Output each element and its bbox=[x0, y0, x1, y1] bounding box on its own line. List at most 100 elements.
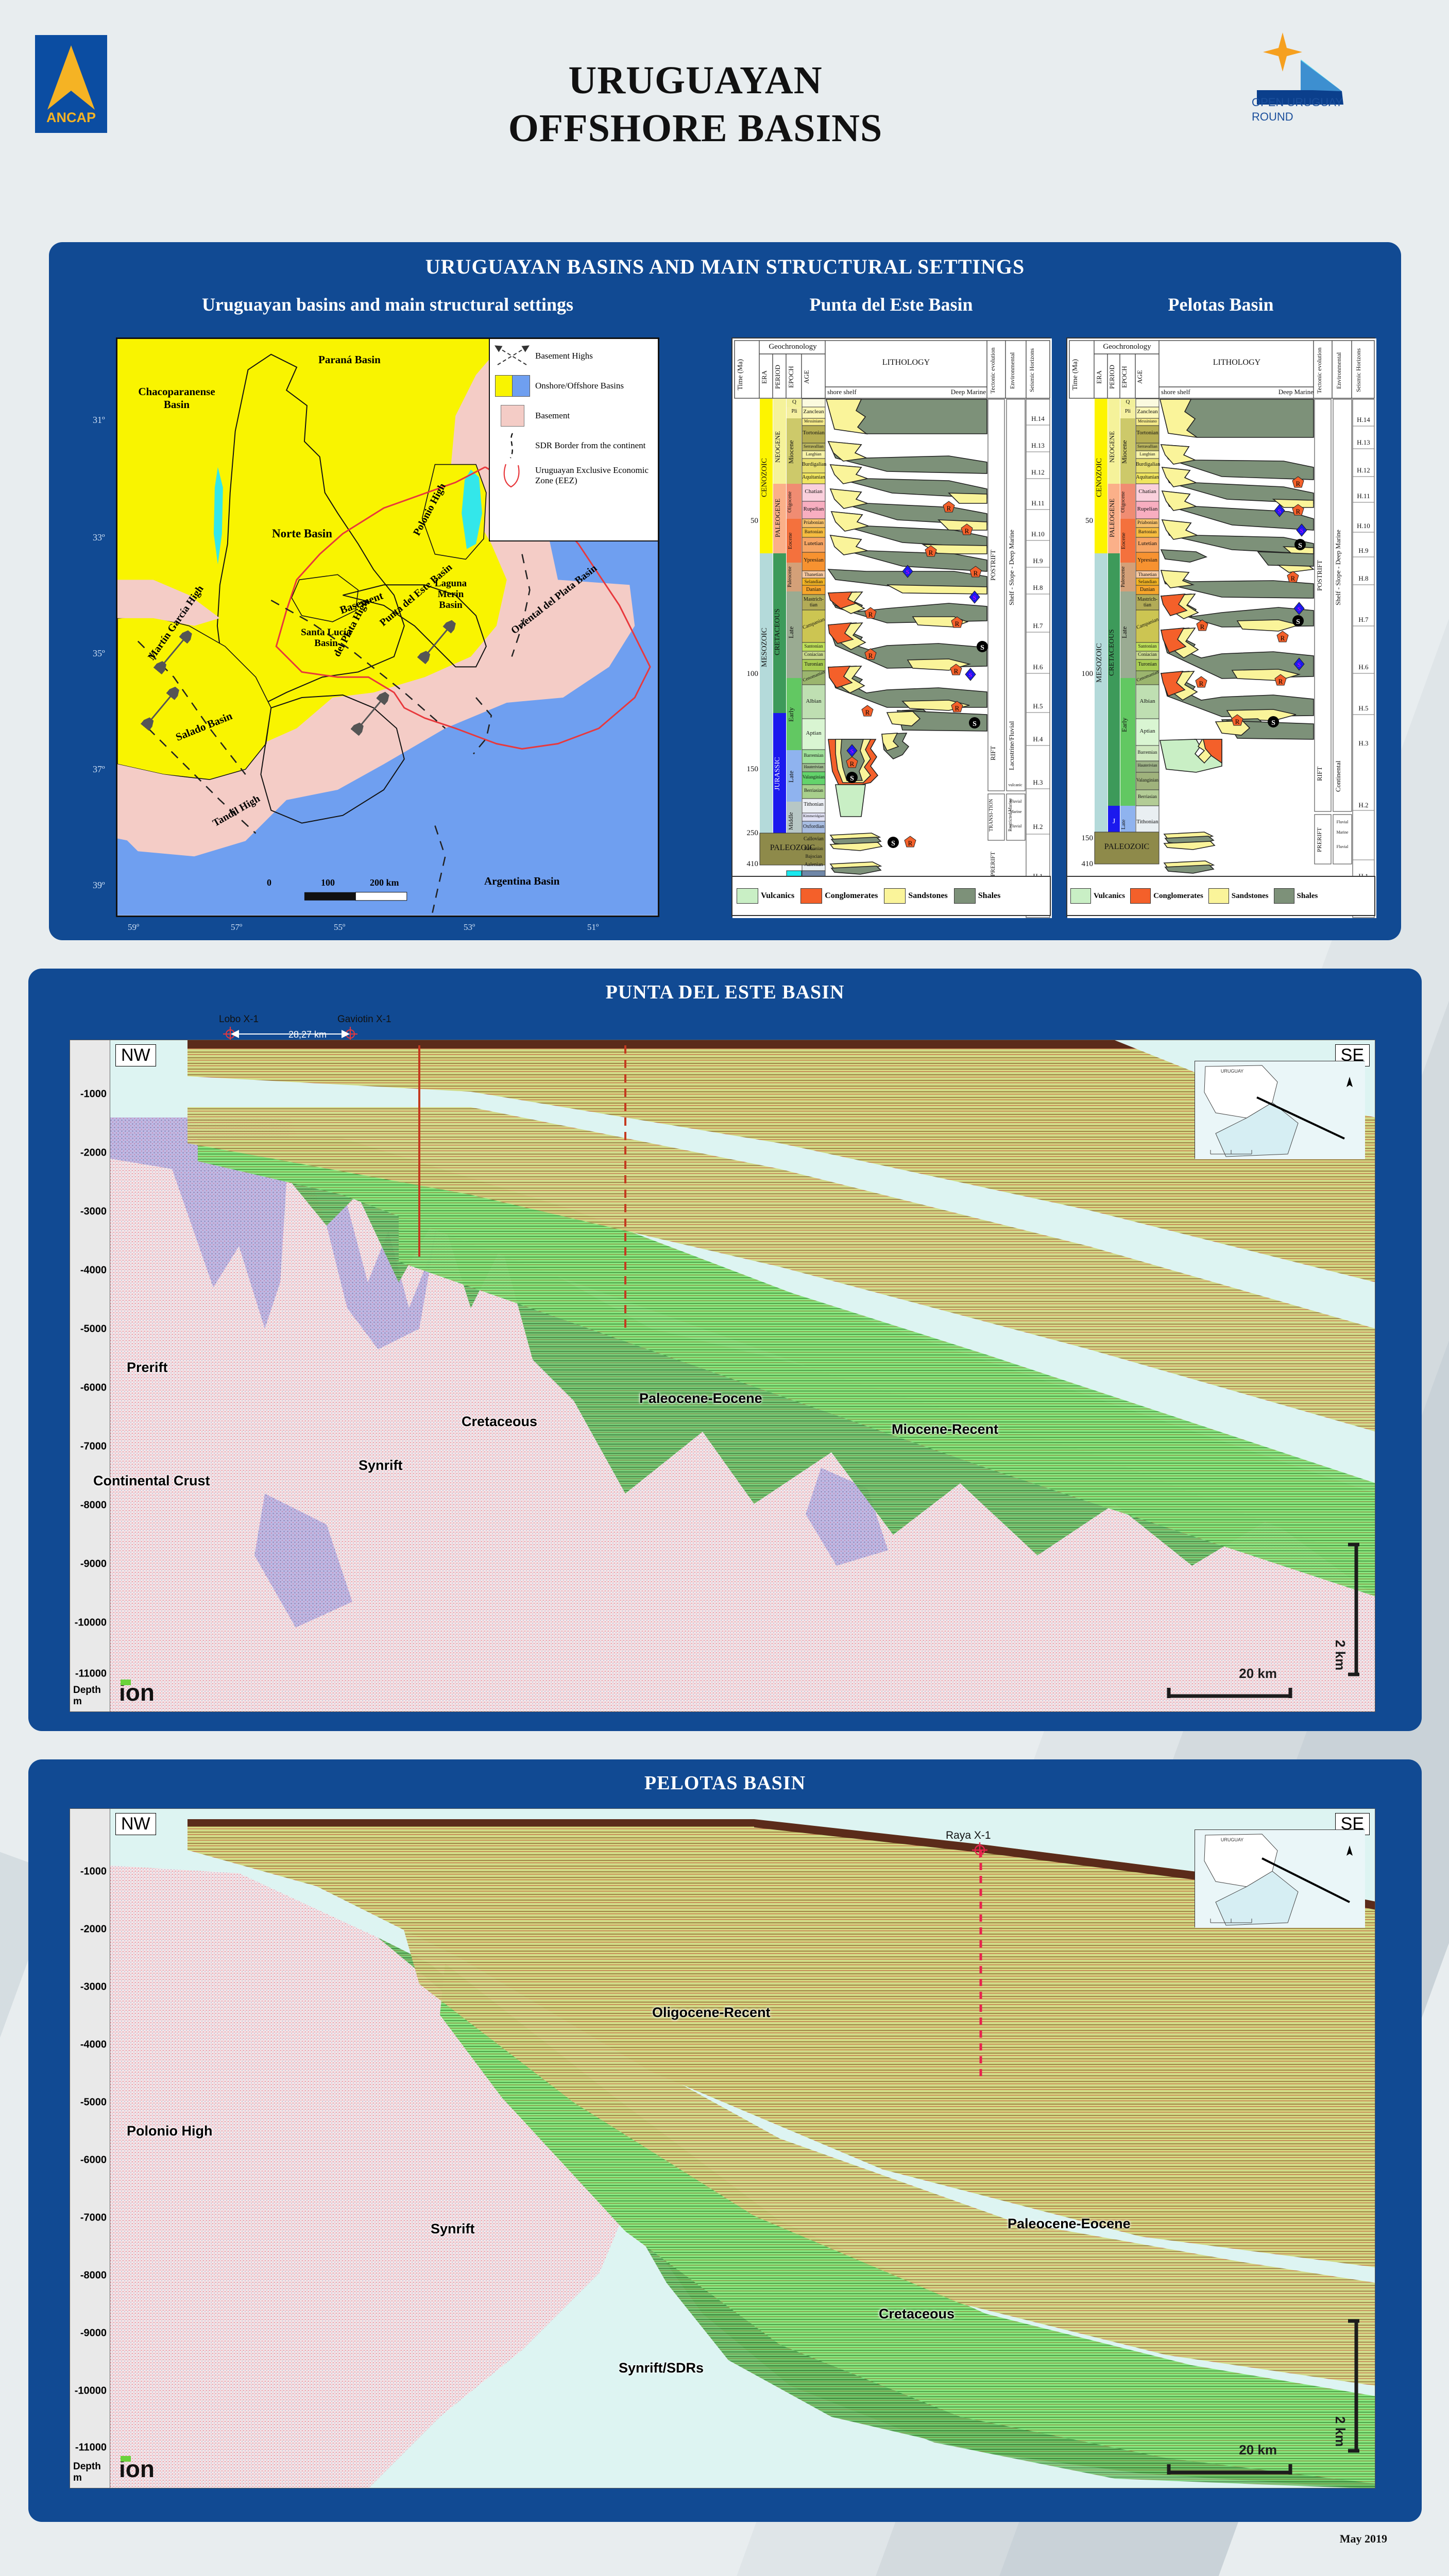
strat-age-pde: Albian bbox=[806, 698, 822, 704]
strat-age-pde: Ypresian bbox=[804, 557, 824, 563]
strat-age-pel: Danian bbox=[1140, 587, 1155, 592]
svg-text:R: R bbox=[1281, 634, 1285, 642]
strat-period-paleogene-pde: PALEOGENE bbox=[774, 498, 781, 537]
strat-epoch-late2-pel: Late bbox=[1120, 819, 1127, 829]
inset-map-country-label-pelotas: URUGUAY bbox=[1221, 1837, 1243, 1842]
strat-age-pde: Zanclean bbox=[803, 409, 824, 415]
strat-header-era-pel: ERA bbox=[1095, 370, 1103, 384]
depth-tick: -3000 bbox=[80, 1206, 107, 1217]
well-label-gaviotin: Gaviotin X-1 bbox=[337, 1014, 391, 1025]
strat-age-pde: Mastrich-tian bbox=[804, 597, 824, 608]
inset-location-map-pde[interactable]: URUGUAY bbox=[1195, 1061, 1365, 1159]
svg-text:R: R bbox=[947, 504, 951, 512]
depth-tick: -4000 bbox=[80, 1264, 107, 1276]
strat-tectonic-postrift-pde: POSTRIFT bbox=[989, 550, 997, 581]
svg-text:S: S bbox=[1298, 542, 1302, 550]
strat-tectonic-prerift-pel: PRERIFT bbox=[1316, 827, 1323, 853]
open-uruguay-round-text: OPEN URUGUAY ROUND bbox=[1252, 95, 1386, 124]
strat-epoch-eocene-pel: Eocene bbox=[1120, 532, 1127, 550]
strat-age-pde: Bathonian bbox=[804, 846, 823, 851]
panel-top-title: URUGUAYAN BASINS AND MAIN STRUCTURAL SET… bbox=[425, 255, 1025, 278]
strat-age-pde: Kimmeridgian bbox=[803, 814, 824, 818]
poster-header: ANCAP URUGUAYAN OFFSHORE BASINS OPEN URU… bbox=[0, 0, 1449, 222]
legend-label-sdr-border: SDR Border from the continent bbox=[535, 440, 646, 450]
strat-legend-label-pde: Vulcanics bbox=[761, 891, 795, 900]
seismic-section-punta-del-este[interactable]: -1000 -2000 -3000 -4000 -5000 -6000 -700… bbox=[70, 1040, 1375, 1712]
strat-legend-label-pel: Vulcanics bbox=[1094, 891, 1126, 900]
strat-tectonic-rift-pel: RIFT bbox=[1316, 766, 1323, 782]
svg-text:R: R bbox=[1199, 680, 1204, 687]
seismic-annotation-synrift-pde: Synrift bbox=[359, 1458, 403, 1473]
seismic-annotation-cretaceous-pelotas: Cretaceous bbox=[879, 2306, 955, 2321]
svg-text:R: R bbox=[1200, 623, 1205, 631]
strat-header-lithology-pde: LITHOLOGY bbox=[882, 358, 930, 367]
strat-time-tick-pel: 50 bbox=[1085, 517, 1093, 525]
svg-text:S: S bbox=[850, 775, 854, 783]
strat-period-jurassic-pel: J bbox=[1112, 818, 1116, 825]
strat-age-pel: Priabonian bbox=[1137, 520, 1157, 525]
strat-age-pde: Thanetian bbox=[804, 572, 823, 577]
strat-era-mesozoic-pde: MESOZOIC bbox=[760, 628, 769, 668]
strat-time-tick-pel: 410 bbox=[1081, 860, 1094, 868]
strat-legend-label-pde: Shales bbox=[978, 891, 1001, 900]
strat-column-punta-del-este[interactable]: R R R S R R R S R S R S R R bbox=[731, 337, 1052, 918]
strat-header-era-pde: ERA bbox=[760, 370, 768, 384]
horizontal-scale-bar-pde bbox=[1167, 1688, 1292, 1698]
strat-age-pel: Selandian bbox=[1138, 579, 1157, 584]
map-lon-tick: 57º bbox=[231, 922, 243, 932]
map-lat-tick: 39º bbox=[93, 880, 105, 890]
seismic-section-pelotas[interactable]: -1000 -2000 -3000 -4000 -5000 -6000 -700… bbox=[70, 1808, 1375, 2488]
strat-time-tick-pde: 410 bbox=[746, 860, 759, 868]
svg-text:R: R bbox=[850, 760, 855, 768]
strat-epoch-q-pel: Q bbox=[1126, 399, 1130, 405]
strat-paleozoic-pde: PALEOZOIC bbox=[770, 843, 815, 852]
inset-location-map-pelotas[interactable]: URUGUAY bbox=[1195, 1829, 1365, 1928]
strat-header-seismic-pde: Seismic Horizons bbox=[1028, 348, 1035, 393]
strat-age-pel: Valanginian bbox=[1136, 777, 1158, 783]
vulcanics-swatch-icon bbox=[737, 888, 758, 904]
strat-horizon-pel: H.13 bbox=[1357, 438, 1370, 446]
strat-title-pelotas: Pelotas Basin bbox=[1168, 294, 1274, 315]
page-title-line1: URUGUAYAN bbox=[568, 59, 823, 102]
strat-age-pde: Barremian bbox=[804, 753, 824, 758]
legend-row-onshore-offshore: Onshore/Offshore Basins bbox=[494, 374, 654, 398]
svg-text:S: S bbox=[969, 671, 973, 679]
strat-header-geochron-pde: Geochronology bbox=[769, 343, 817, 351]
page-title-line2: OFFSHORE BASINS bbox=[508, 106, 883, 150]
strat-age-pde: Bartonian bbox=[804, 529, 823, 534]
strat-age-pel: Messiniano bbox=[1138, 419, 1157, 423]
svg-text:S: S bbox=[1298, 605, 1301, 613]
svg-text:R: R bbox=[965, 527, 969, 535]
ion-vendor-logo-pde: ion bbox=[119, 1679, 155, 1706]
strat-epoch-paleocene-pel: Paleocene bbox=[1120, 566, 1126, 588]
map-lat-tick: 31º bbox=[93, 415, 105, 425]
strat-age-pde: Aquitanian bbox=[802, 474, 825, 480]
basins-map[interactable]: Paraná Basin Chacoparanense Basin Norte … bbox=[116, 337, 659, 917]
strat-epoch-middle-pde: Middle bbox=[787, 812, 794, 831]
strat-age-pel: Mastrich-tian bbox=[1137, 597, 1157, 608]
horizontal-scale-label-pelotas: 20 km bbox=[1239, 2442, 1277, 2458]
vulcanics-swatch-icon bbox=[1070, 888, 1091, 904]
strat-column-pelotas[interactable]: R S R S S R R S S R R S R R bbox=[1066, 337, 1376, 918]
map-label-laguna-merin: Laguna Merin Basin bbox=[434, 578, 467, 611]
horizontal-scale-label-pde: 20 km bbox=[1239, 1666, 1277, 1681]
inset-map-country-label-pde: URUGUAY bbox=[1221, 1069, 1243, 1074]
strat-paleozoic-pel: PALEOZOIC bbox=[1104, 842, 1150, 851]
depth-tick: -4000 bbox=[80, 2039, 107, 2050]
strat-header-tectonic-pel: Tectonic evolution bbox=[1316, 347, 1323, 394]
strat-header-environmental-pel: Environmental bbox=[1335, 352, 1342, 389]
strat-age-pde: Campanian bbox=[802, 616, 826, 631]
strat-epoch-late2-pde: Late bbox=[787, 770, 795, 783]
strat-env-fluvial1-pel: Fluvial bbox=[1336, 820, 1349, 824]
sandstones-swatch-icon bbox=[1208, 888, 1229, 904]
svg-text:R: R bbox=[865, 708, 870, 716]
strat-age-pel: Hauterivian bbox=[1137, 763, 1157, 768]
svg-text:R: R bbox=[974, 569, 978, 577]
svg-text:R: R bbox=[955, 704, 960, 712]
svg-text:R: R bbox=[868, 611, 873, 618]
shales-swatch-icon bbox=[1273, 888, 1294, 904]
strat-horizon-pde: H.6 bbox=[1033, 663, 1043, 671]
strat-age-pde: Valanginian bbox=[803, 774, 825, 779]
depth-tick: -6000 bbox=[80, 2154, 107, 2166]
ion-logo-tick-icon bbox=[121, 1680, 131, 1685]
